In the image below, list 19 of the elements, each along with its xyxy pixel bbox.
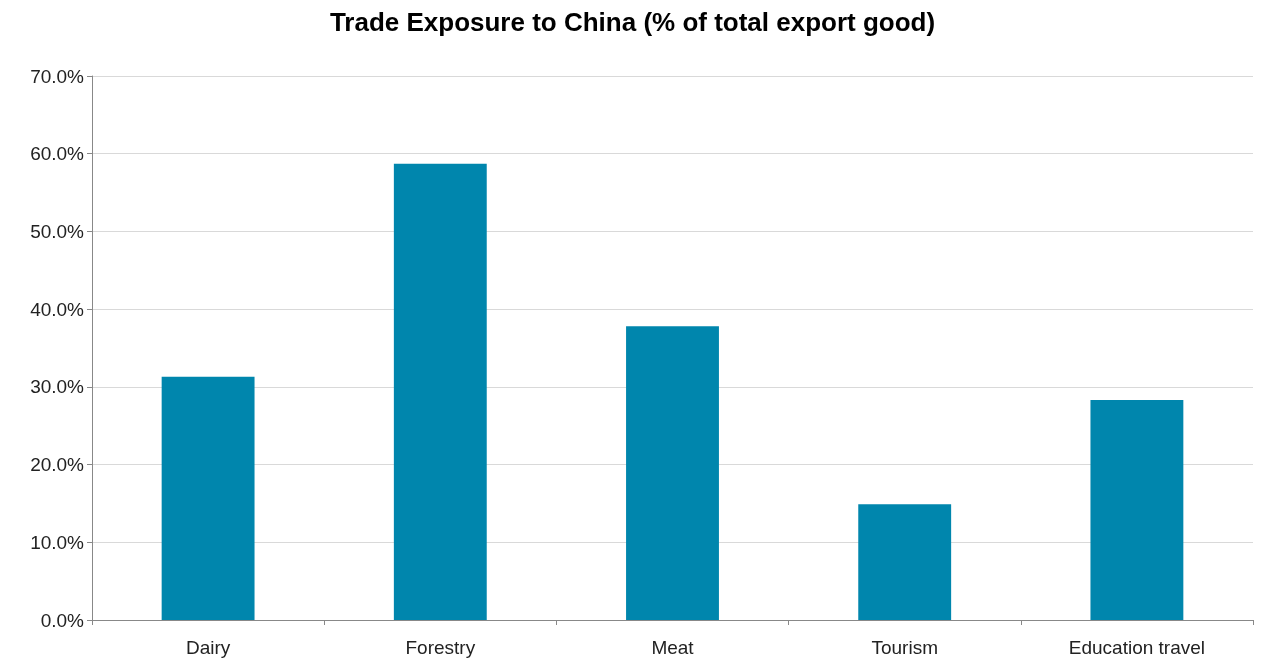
x-tick-label: Education travel <box>1068 637 1206 658</box>
bar <box>161 376 255 620</box>
x-tick-label: Meat <box>651 637 695 658</box>
bar <box>858 504 952 620</box>
bar <box>393 163 487 620</box>
y-tick-label: 20.0% <box>30 454 85 476</box>
y-tick-label: 10.0% <box>30 531 85 553</box>
x-tick-label: Dairy <box>185 637 231 658</box>
y-tick-label: 30.0% <box>30 376 85 398</box>
y-tick-label: 60.0% <box>30 143 85 165</box>
chart-title: Trade Exposure to China (% of total export good) <box>329 7 936 37</box>
x-tick-label: Tourism <box>871 637 938 658</box>
bar <box>626 326 719 620</box>
y-tick-label: 70.0% <box>30 65 85 87</box>
y-tick-label: 50.0% <box>30 220 85 242</box>
y-tick-label: 0.0% <box>40 609 85 631</box>
bar <box>1090 400 1184 620</box>
y-tick-label: 40.0% <box>30 298 85 320</box>
x-tick-label: Forestry <box>405 637 476 658</box>
